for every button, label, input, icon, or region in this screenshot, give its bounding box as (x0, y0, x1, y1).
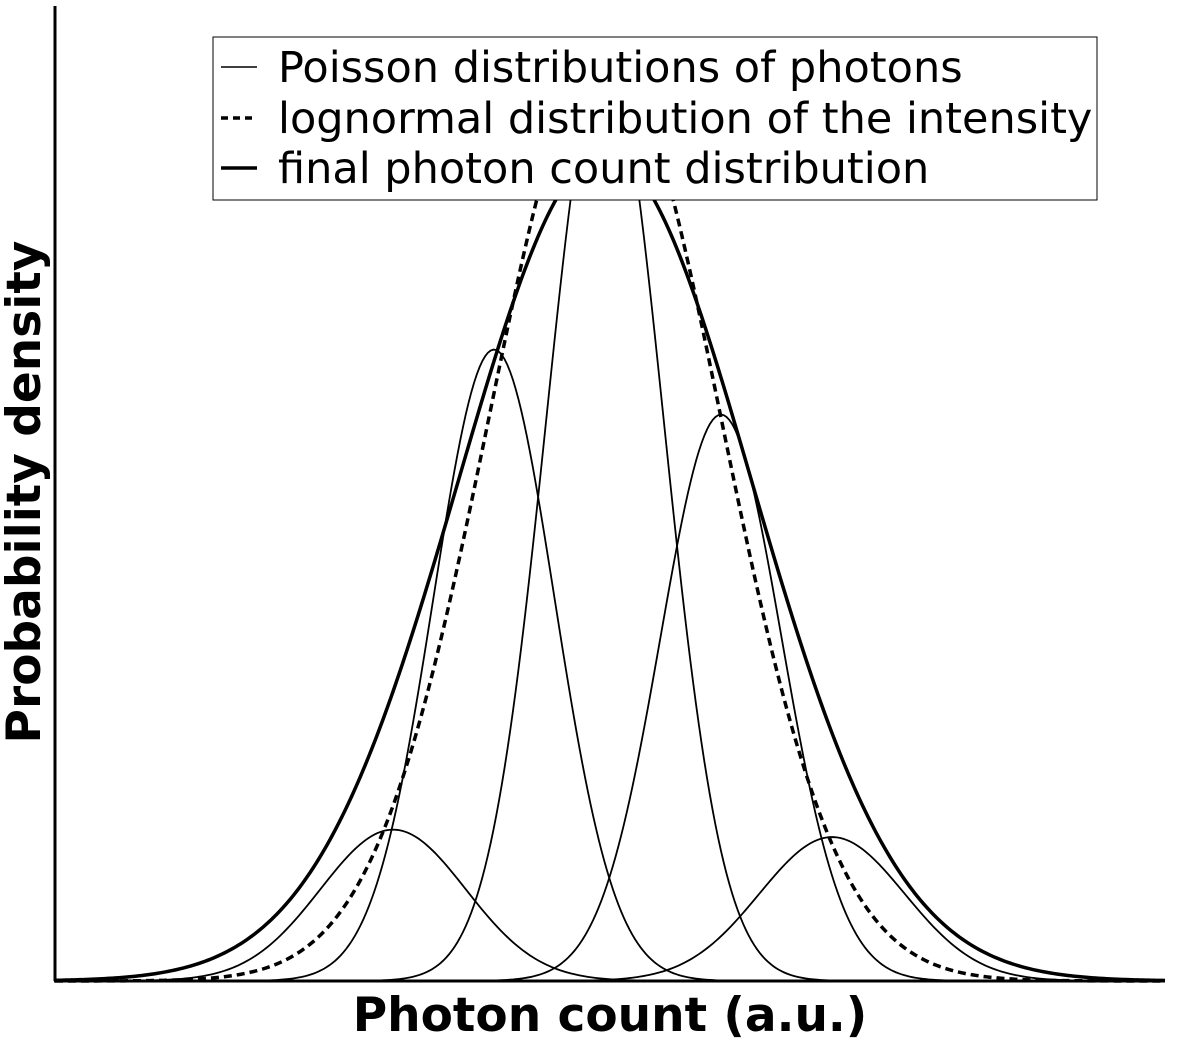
legend-label-poisson: Poisson distributions of photons (278, 43, 963, 93)
x-axis-label: Photon count (a.u.) (353, 988, 868, 1043)
y-axis-label: Probability density (0, 241, 52, 744)
legend-label-lognormal: lognormal distribution of the intensity (278, 94, 1092, 144)
legend-label-final: final photon count distribution (278, 144, 929, 194)
lognormal-curve (55, 50, 1165, 983)
legend-box (212, 36, 1098, 201)
final-count-curve (54, 152, 1166, 983)
poisson-curve-2 (55, 348, 1165, 982)
poisson-curve-4 (55, 413, 1165, 982)
legend: Poisson distributions of photons lognorm… (212, 36, 1098, 201)
